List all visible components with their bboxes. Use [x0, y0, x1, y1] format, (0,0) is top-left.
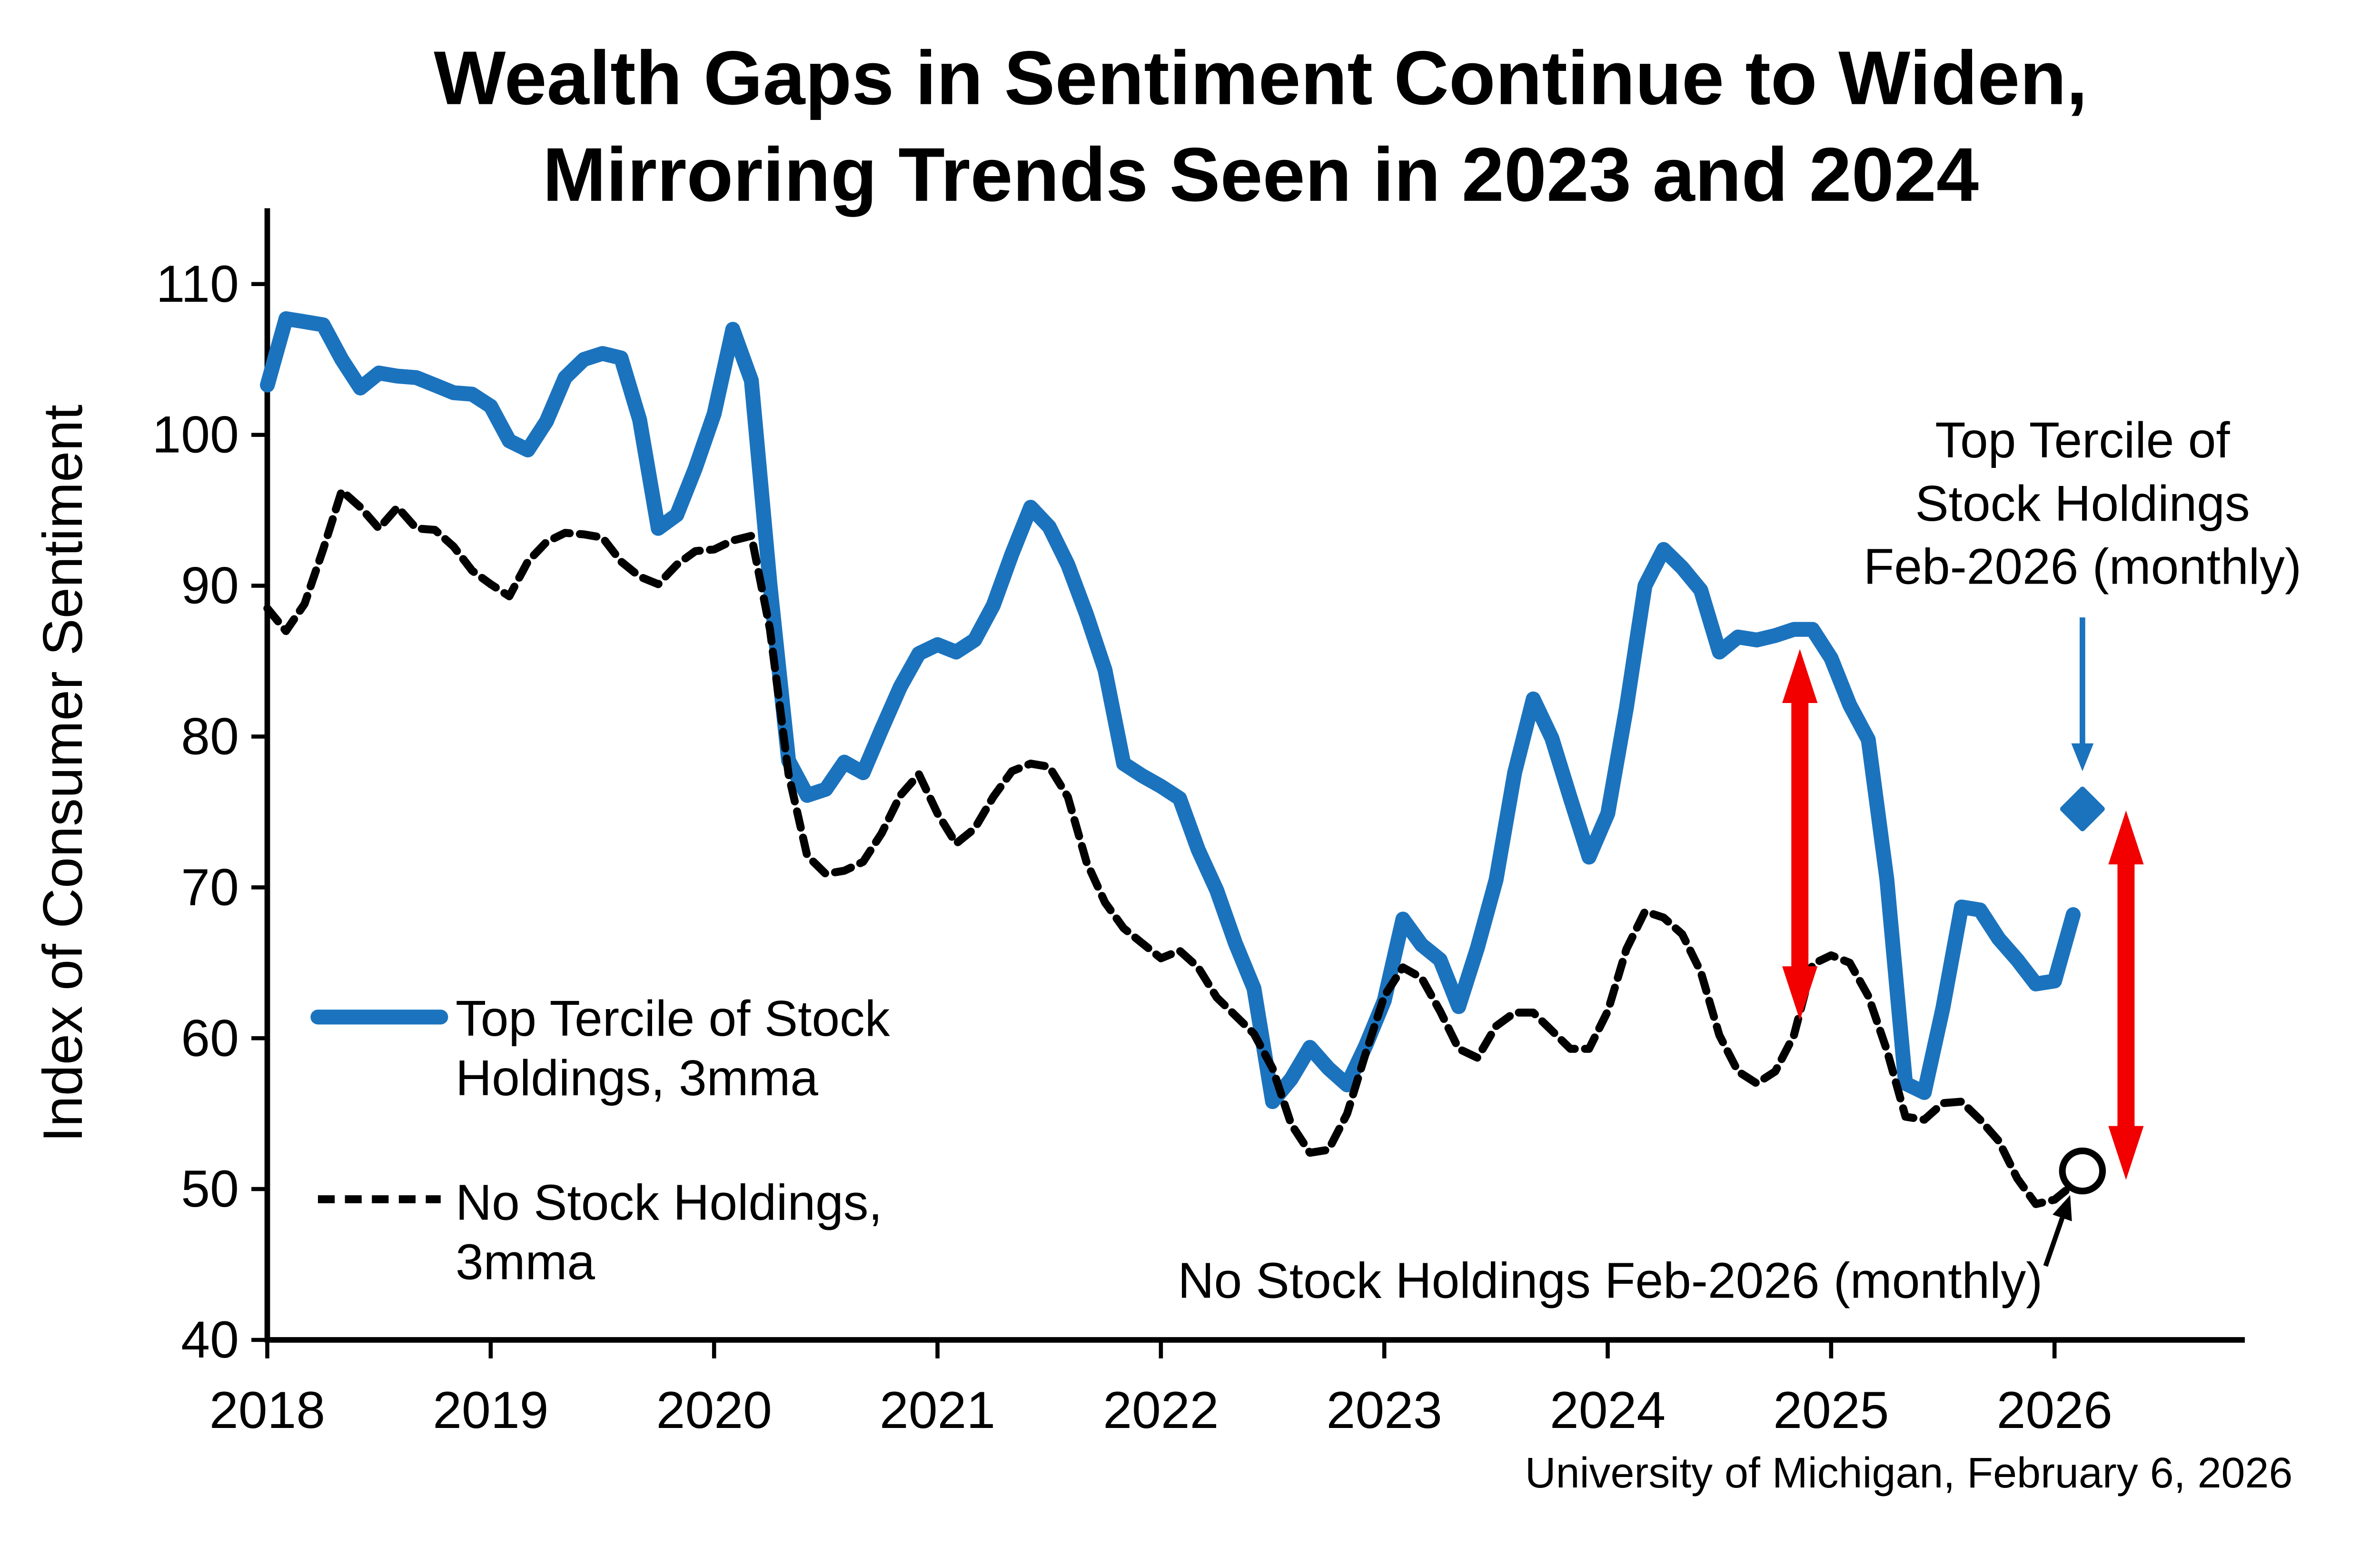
chart-title-line2: Mirroring Trends Seen in 2023 and 2024 [543, 132, 1979, 217]
source-note: University of Michigan, February 6, 2026 [1525, 1449, 2293, 1497]
x-tick-label: 2023 [1327, 1381, 1442, 1439]
y-tick-label: 70 [181, 858, 239, 916]
arrows-and-markers [1782, 617, 2144, 1267]
legend-no-stock-label-line2: 3mma [456, 1235, 595, 1290]
annotation-top-tercile-line2: Stock Holdings [1915, 476, 2250, 532]
x-tick-label: 2018 [209, 1381, 325, 1439]
gap-arrow [1782, 649, 1818, 1021]
blue-pointer-arrowhead [2071, 743, 2094, 772]
chart-title-line1: Wealth Gaps in Sentiment Continue to Wid… [434, 35, 2087, 120]
y-tick-label: 40 [181, 1311, 239, 1369]
x-tick-label: 2021 [880, 1381, 995, 1439]
y-tick-label: 90 [181, 557, 239, 615]
annotation-top-tercile-feb-2026: Top Tercile of Stock Holdings Feb-2026 (… [1864, 413, 2301, 595]
y-tick-label: 110 [156, 255, 239, 313]
y-axis-label: Index of Consumer Sentiment [31, 405, 94, 1142]
feb-2026-diamond-marker [2060, 786, 2105, 832]
black-pointer-arrow-line [2043, 1217, 2065, 1267]
figure: Wealth Gaps in Sentiment Continue to Wid… [31, 35, 2302, 1497]
annotation-top-tercile-line3: Feb-2026 (monthly) [1864, 539, 2301, 595]
top-tercile-line [260, 311, 2081, 1110]
x-tick-label: 2020 [656, 1381, 772, 1439]
axes: 110 100 90 80 70 60 50 40 2018 2019 2020 2021 2022 20… [152, 208, 2245, 1439]
y-tick-label: 50 [181, 1160, 239, 1218]
x-tick-label: 2026 [1997, 1381, 2112, 1439]
x-tick-label: 2024 [1550, 1381, 1666, 1439]
black-pointer-arrowhead [2053, 1195, 2072, 1221]
x-tick-label: 2022 [1103, 1381, 1219, 1439]
x-tick-label: 2025 [1773, 1381, 1889, 1439]
legend-top-tercile-label-line1: Top Tercile of Stock [456, 991, 890, 1047]
legend: Top Tercile of Stock Holdings, 3mma No S… [310, 991, 890, 1290]
annotation-no-stock-feb-2026: No Stock Holdings Feb-2026 (monthly) [1178, 1253, 2043, 1309]
legend-no-stock-label-line1: No Stock Holdings, [456, 1175, 883, 1231]
x-tick-label: 2019 [433, 1381, 548, 1439]
y-tick-label: 60 [181, 1009, 239, 1067]
series-lines [260, 311, 2081, 1209]
y-tick-label: 100 [152, 406, 238, 464]
legend-top-tercile-label-line2: Holdings, 3mma [456, 1050, 818, 1106]
gap-arrow [2108, 810, 2144, 1180]
chart-title: Wealth Gaps in Sentiment Continue to Wid… [434, 35, 2087, 217]
feb-2026-circle-marker [2059, 1147, 2106, 1195]
y-tick-label: 80 [181, 708, 239, 766]
sentiment-chart: Wealth Gaps in Sentiment Continue to Wid… [31, 35, 2302, 1497]
annotation-top-tercile-line1: Top Tercile of [1935, 413, 2230, 468]
no-stock-line [263, 486, 2077, 1209]
